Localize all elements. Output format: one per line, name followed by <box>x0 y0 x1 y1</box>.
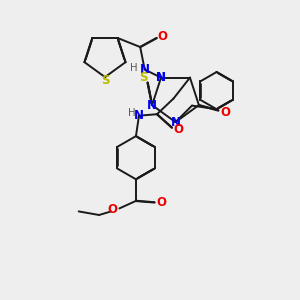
Text: O: O <box>108 203 118 216</box>
Text: N: N <box>156 71 166 84</box>
Text: N: N <box>156 71 166 84</box>
Text: N: N <box>140 63 150 76</box>
Text: N: N <box>134 109 144 122</box>
Text: H: H <box>128 108 135 118</box>
Text: N: N <box>170 116 181 129</box>
Text: O: O <box>174 123 184 136</box>
Text: H: H <box>130 63 138 73</box>
Text: O: O <box>156 196 166 209</box>
Text: N: N <box>147 99 157 112</box>
Text: S: S <box>139 71 147 84</box>
Text: S: S <box>101 74 109 87</box>
Text: O: O <box>220 106 230 118</box>
Text: O: O <box>157 30 167 43</box>
